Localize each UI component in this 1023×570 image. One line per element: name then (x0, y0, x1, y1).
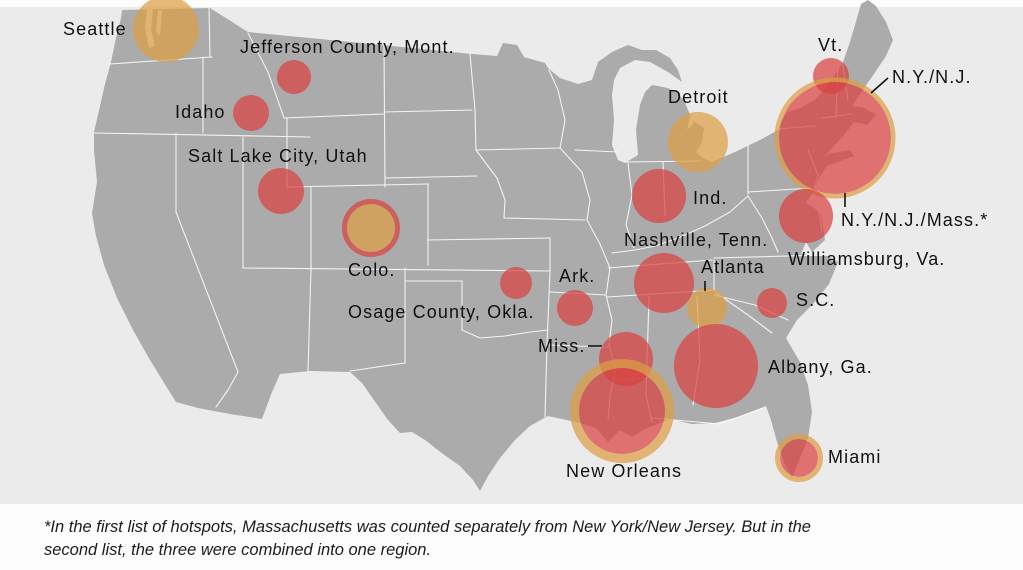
footnote-line: second list, the three were combined int… (44, 541, 432, 559)
hotspot-circle (347, 204, 395, 252)
marker-label: Albany, Ga. (768, 357, 873, 377)
marker-label: Atlanta (701, 257, 765, 277)
hotspot-circle (779, 82, 891, 194)
marker-label: N.Y./N.J./Mass.* (841, 210, 989, 230)
hotspot-circle (500, 267, 532, 299)
marker-label: Miss. (538, 336, 586, 356)
marker-label: New Orleans (566, 461, 683, 481)
marker-label: Ind. (693, 188, 728, 208)
label-pointer-line (870, 77, 889, 94)
marker-label: N.Y./N.J. (892, 67, 972, 87)
hotspot-circle-ring (774, 77, 896, 199)
marker-label: Ark. (559, 266, 596, 286)
hotspot-circle (258, 168, 304, 214)
marker-label: Jefferson County, Mont. (240, 37, 455, 57)
hotspot-bubbles (133, 0, 896, 482)
marker-label: Idaho (175, 102, 226, 122)
hotspot-circle-ring (570, 359, 674, 463)
hotspot-circle (757, 288, 787, 318)
marker-label: S.C. (796, 290, 836, 310)
hotspot-circle (233, 95, 269, 131)
marker-label: Detroit (668, 87, 729, 107)
footnote-line: *In the first list of hotspots, Massachu… (44, 518, 811, 536)
hotspot-circle (779, 189, 833, 243)
marker-label: Seattle (63, 19, 127, 39)
marker-label: Miami (828, 447, 882, 467)
hotspot-circle-ring (342, 199, 400, 257)
hotspot-circle (668, 112, 728, 172)
marker-label: Osage County, Okla. (348, 302, 535, 322)
hotspot-circle (634, 253, 694, 313)
hotspot-circle (687, 288, 727, 328)
hotspot-circle (674, 324, 758, 408)
hotspot-circle (133, 0, 199, 62)
hotspot-circle (632, 169, 686, 223)
marker-label: Colo. (348, 260, 396, 280)
hotspot-circle (277, 60, 311, 94)
hotspot-circle (579, 368, 665, 454)
marker-label: Salt Lake City, Utah (188, 146, 368, 166)
us-landmass (92, 0, 893, 491)
marker-label: Vt. (818, 35, 844, 55)
hotspot-circle (557, 290, 593, 326)
marker-label: Williamsburg, Va. (788, 249, 946, 269)
marker-label: Nashville, Tenn. (624, 230, 769, 250)
hotspot-circle (780, 439, 818, 477)
pointer-lines (588, 77, 889, 347)
footnote: *In the first list of hotspots, Massachu… (44, 516, 811, 562)
hotspot-circle-ring (775, 434, 823, 482)
